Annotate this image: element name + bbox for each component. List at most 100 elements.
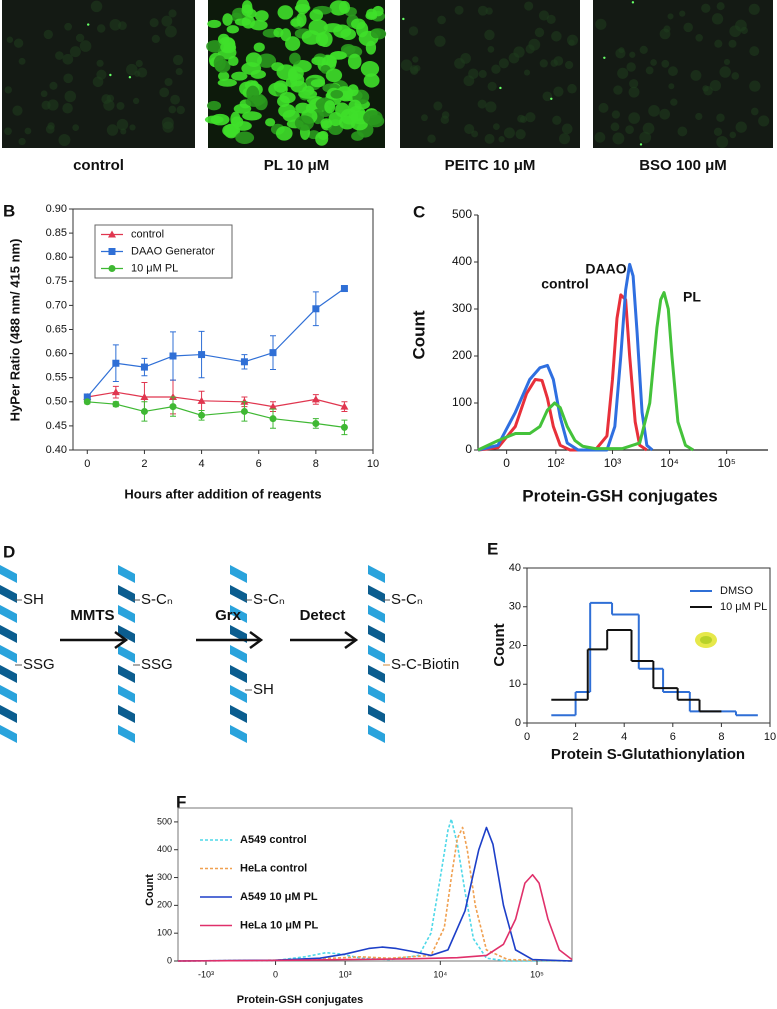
cell xyxy=(539,59,548,68)
cell xyxy=(553,86,564,97)
cell xyxy=(412,56,419,63)
cell xyxy=(628,112,641,124)
y-tick-label: 30 xyxy=(509,601,521,613)
series-line xyxy=(177,873,573,962)
cell xyxy=(668,83,675,90)
marker xyxy=(198,351,206,359)
cell xyxy=(151,34,160,44)
cell xyxy=(370,28,381,39)
marker xyxy=(269,402,277,410)
legend-label: HeLa 10 μM PL xyxy=(240,919,319,931)
cell xyxy=(663,25,671,33)
cell xyxy=(421,114,428,122)
cell xyxy=(525,112,536,123)
x-tick-label: 0 xyxy=(273,969,278,979)
cell xyxy=(275,126,293,141)
cell xyxy=(528,38,541,51)
group-label: S-C-Biotin xyxy=(391,656,459,673)
y-tick-label: 0.80 xyxy=(46,251,67,263)
cell xyxy=(250,19,268,31)
series-line xyxy=(177,826,573,962)
cell xyxy=(241,62,262,75)
cell xyxy=(542,91,553,102)
cell xyxy=(611,110,621,119)
y-axis-label: Count xyxy=(409,310,428,359)
cell xyxy=(63,73,74,84)
x-tick-label: 4 xyxy=(199,458,205,470)
marker xyxy=(312,305,320,313)
cell xyxy=(90,0,103,13)
x-tick-label: 2 xyxy=(141,458,147,470)
cell xyxy=(639,131,652,144)
cell xyxy=(740,26,748,35)
y-tick-label: 0.75 xyxy=(46,275,67,287)
cell xyxy=(168,9,177,18)
cell xyxy=(409,65,419,74)
cell xyxy=(96,59,104,67)
x-tick-label: 10³ xyxy=(604,456,621,470)
helix-segment xyxy=(0,665,17,683)
cell xyxy=(106,94,115,103)
x-tick-label: 10⁵ xyxy=(717,456,735,470)
cell xyxy=(210,113,230,126)
marker xyxy=(311,395,320,403)
cell xyxy=(492,123,500,131)
helix-segment xyxy=(0,685,17,703)
cell xyxy=(595,18,607,30)
cell xyxy=(464,123,475,135)
y-tick-label: 100 xyxy=(157,928,172,938)
cell xyxy=(485,7,493,15)
arrow-head xyxy=(344,630,359,650)
cell xyxy=(498,58,509,69)
helix-segment xyxy=(0,705,17,723)
cell xyxy=(278,104,296,118)
legend-label: 10 μM PL xyxy=(720,601,767,613)
reagent-label: MMTS xyxy=(70,607,114,624)
cell xyxy=(628,86,640,98)
cell xyxy=(273,27,284,38)
helix-segment xyxy=(118,685,135,703)
cell xyxy=(564,60,574,70)
cell xyxy=(296,12,307,27)
helix-segment xyxy=(118,565,135,583)
cell xyxy=(172,54,184,66)
cell xyxy=(161,117,174,130)
cell xyxy=(24,127,32,135)
cell xyxy=(629,79,639,89)
cell xyxy=(329,51,347,60)
cell xyxy=(610,122,620,132)
helix-segment xyxy=(368,585,385,603)
cell xyxy=(222,13,233,26)
micrograph xyxy=(400,0,580,148)
cell xyxy=(639,45,648,54)
y-tick-label: 0.85 xyxy=(46,227,67,239)
series-line xyxy=(177,826,573,962)
marker xyxy=(140,407,148,415)
y-tick-label: 0.70 xyxy=(46,299,67,311)
marker xyxy=(169,403,177,411)
cell xyxy=(645,66,654,75)
cell xyxy=(695,112,703,121)
cell xyxy=(287,68,299,82)
x-tick-label: -10³ xyxy=(198,969,214,979)
helix-segment xyxy=(118,625,135,643)
y-tick-label: 300 xyxy=(452,301,472,315)
cell xyxy=(323,23,343,33)
cell xyxy=(524,1,534,11)
x-tick-label: 0 xyxy=(503,456,510,470)
helix-segment xyxy=(118,705,135,723)
cell xyxy=(695,34,703,42)
cell xyxy=(519,115,528,123)
cell xyxy=(427,134,436,143)
cell xyxy=(231,71,248,81)
arrow-head xyxy=(249,630,264,650)
speck xyxy=(128,76,132,79)
x-tick-label: 6 xyxy=(670,731,676,743)
y-tick-label: 400 xyxy=(452,254,472,268)
image-caption: BSO 100 μM xyxy=(639,157,727,174)
y-tick-label: 0.60 xyxy=(46,348,67,360)
cell xyxy=(109,18,122,31)
helix-segment xyxy=(230,685,247,703)
cell xyxy=(217,78,237,87)
